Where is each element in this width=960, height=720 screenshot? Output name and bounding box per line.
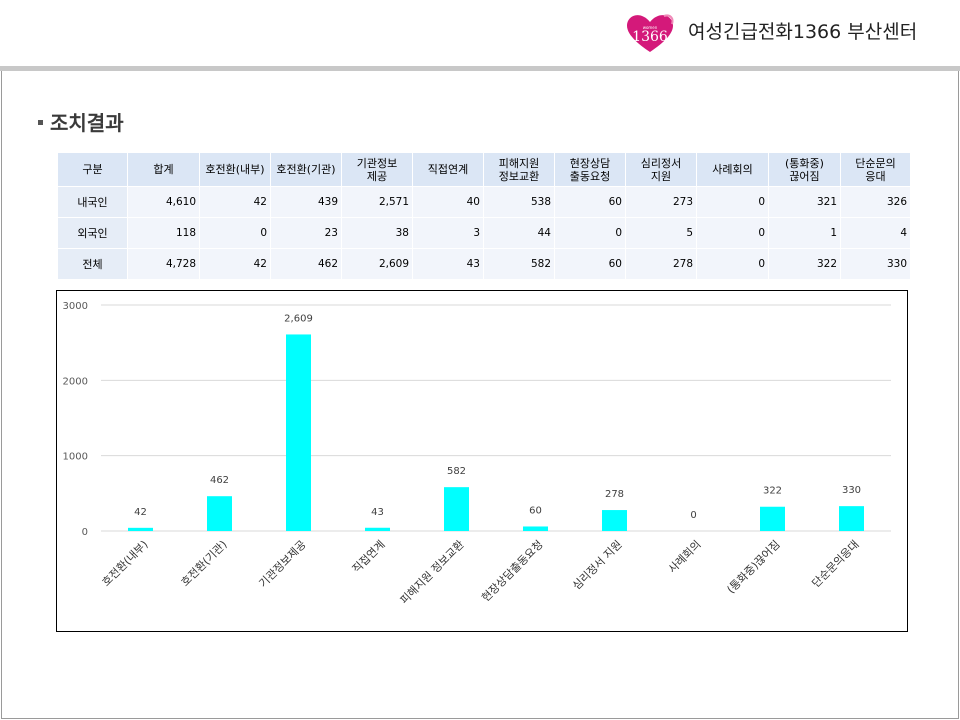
- x-tick-label: 피해지원 정보교환: [397, 537, 467, 607]
- table-cell: 38: [341, 217, 413, 249]
- table-cell: 60: [554, 186, 626, 218]
- table-cell: 462: [270, 248, 342, 280]
- table-cell: 43: [412, 248, 484, 280]
- table-cell: 23: [270, 217, 342, 249]
- logo-number: 1366: [632, 29, 668, 45]
- table-row: 외국인 118 0 23 38 3 44 0 5 0 1 4: [57, 217, 911, 249]
- x-tick-label: 심리정서 지원: [570, 538, 625, 593]
- table-cell: 330: [840, 248, 911, 280]
- bar: [444, 487, 469, 531]
- data-label: 43: [371, 507, 384, 518]
- data-label: 0: [690, 510, 696, 521]
- table-cell: 44: [483, 217, 555, 249]
- x-tick-label: 현장상담출동요청: [479, 538, 545, 604]
- bar: [365, 527, 390, 531]
- table-header-cell: 단순문의 응대: [840, 152, 911, 187]
- table-cell: 40: [412, 186, 484, 218]
- heart-logo-icon: 1366 women: [626, 14, 674, 52]
- y-tick-label: 1000: [63, 452, 88, 463]
- data-label: 60: [529, 505, 542, 516]
- table-header-cell: 호전환(내부): [199, 152, 271, 187]
- table-cell: 42: [199, 186, 271, 218]
- x-tick-label: 호전환(기관): [179, 538, 230, 589]
- bar: [760, 506, 785, 531]
- bar-chart-svg: 0 1000 2000 3000 42 호전환(내부) 462 호전환(기관) 2,609 기관정…: [63, 301, 891, 607]
- table-header-cell: 호전환(기관): [270, 152, 342, 187]
- table-row: 내국인 4,610 42 439 2,571 40 538 60 273 0 321 326: [57, 186, 911, 218]
- row-label: 전체: [57, 248, 128, 280]
- bullet-icon: [38, 120, 43, 125]
- data-label: 322: [763, 486, 782, 497]
- header-divider: [0, 66, 960, 71]
- table-header-cell: 현장상담 출동요청: [554, 152, 626, 187]
- organization-name: 여성긴급전화1366 부산센터: [688, 21, 918, 43]
- x-tick-label: 호전환(내부): [100, 538, 151, 589]
- y-tick-label: 2000: [63, 376, 88, 387]
- bar-chart: 0 1000 2000 3000 42 호전환(내부) 462 호전환(기관) 2,609 기관정…: [56, 290, 908, 632]
- table-header-cell: 피해지원 정보교환: [483, 152, 555, 187]
- table-cell: 5: [625, 217, 697, 249]
- x-tick-label: (통화중)끊어짐: [724, 538, 782, 596]
- table-cell: 0: [554, 217, 626, 249]
- x-tick-label: 단순문의응대: [809, 538, 861, 590]
- bar: [602, 510, 627, 531]
- logo-small-text: women: [643, 25, 658, 30]
- bar: [286, 334, 311, 531]
- y-tick-label: 0: [82, 527, 88, 538]
- content-frame: [1, 71, 959, 719]
- table-cell: 3: [412, 217, 484, 249]
- x-tick-label: 직접연계: [350, 538, 388, 576]
- table-cell: 42: [199, 248, 271, 280]
- table-header-cell: 사례회의: [696, 152, 769, 187]
- table-cell: 278: [625, 248, 697, 280]
- data-label: 278: [605, 489, 624, 500]
- data-label: 582: [447, 466, 466, 477]
- table-header-cell: 합계: [127, 152, 200, 187]
- data-label: 42: [134, 507, 147, 518]
- results-table: 구분 합계 호전환(내부) 호전환(기관) 기관정보 제공 직접연계 피해지원 정보교환 현장…: [57, 152, 911, 280]
- table-cell: 2,571: [341, 186, 413, 218]
- row-label: 내국인: [57, 186, 128, 218]
- table-cell: 326: [840, 186, 911, 218]
- section-title: 조치결과: [38, 107, 124, 136]
- data-label: 2,609: [284, 313, 313, 324]
- bar: [128, 527, 153, 531]
- x-tick-label: 사례회의: [666, 538, 704, 576]
- table-cell: 4,728: [127, 248, 200, 280]
- data-label: 330: [842, 485, 861, 496]
- table-header-cell: 구분: [57, 152, 128, 187]
- bar: [207, 496, 232, 531]
- table-cell: 118: [127, 217, 200, 249]
- section-title-text: 조치결과: [50, 111, 124, 135]
- table-cell: 273: [625, 186, 697, 218]
- table-cell: 1: [768, 217, 841, 249]
- table-cell: 582: [483, 248, 555, 280]
- table-cell: 0: [199, 217, 271, 249]
- table-cell: 439: [270, 186, 342, 218]
- x-tick-label: 기관정보제공: [256, 538, 308, 590]
- table-cell: 322: [768, 248, 841, 280]
- table-cell: 4: [840, 217, 911, 249]
- table-cell: 321: [768, 186, 841, 218]
- bar: [523, 526, 548, 531]
- table-cell: 60: [554, 248, 626, 280]
- table-row: 전체 4,728 42 462 2,609 43 582 60 278 0 322 330: [57, 248, 911, 280]
- table-cell: 0: [696, 217, 769, 249]
- table-header-cell: (통화중) 끊어짐: [768, 152, 841, 187]
- table-cell: 0: [696, 186, 769, 218]
- table-cell: 2,609: [341, 248, 413, 280]
- bar: [839, 506, 864, 531]
- y-tick-label: 3000: [63, 301, 88, 312]
- page-header: 1366 women 여성긴급전화1366 부산센터: [0, 0, 960, 66]
- table-header-cell: 직접연계: [412, 152, 484, 187]
- data-label: 462: [210, 475, 229, 486]
- row-label: 외국인: [57, 217, 128, 249]
- table-header-cell: 심리정서 지원: [625, 152, 697, 187]
- table-header-cell: 기관정보 제공: [341, 152, 413, 187]
- table-header-row: 구분 합계 호전환(내부) 호전환(기관) 기관정보 제공 직접연계 피해지원 정보교환 현장…: [57, 152, 911, 187]
- table-cell: 0: [696, 248, 769, 280]
- table-cell: 538: [483, 186, 555, 218]
- table-cell: 4,610: [127, 186, 200, 218]
